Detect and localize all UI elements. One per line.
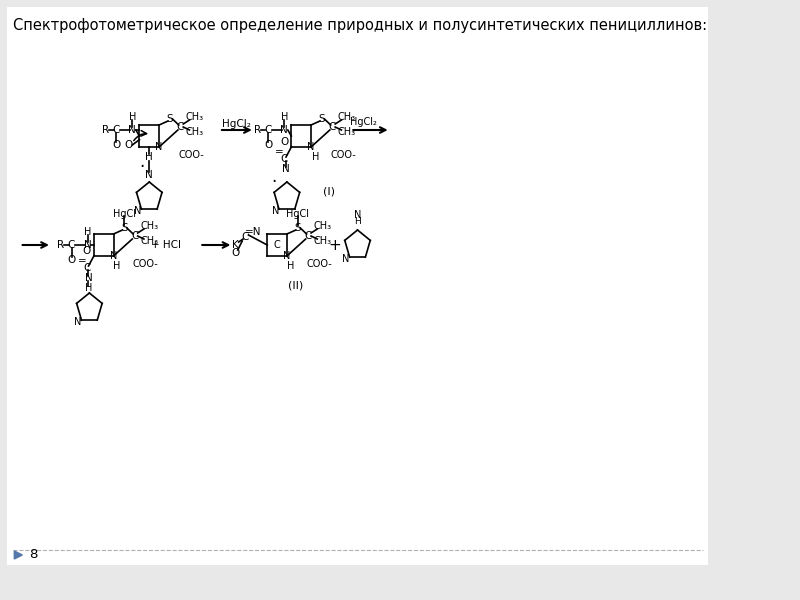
Text: CH₃: CH₃	[314, 221, 332, 231]
Text: + HCl: + HCl	[151, 240, 182, 250]
Text: N: N	[272, 206, 279, 216]
Text: C: C	[242, 232, 249, 242]
Text: N: N	[110, 251, 117, 261]
Text: C: C	[83, 263, 90, 273]
Text: N: N	[307, 142, 314, 152]
Text: HgCl₂: HgCl₂	[350, 117, 378, 127]
Text: H: H	[281, 112, 288, 122]
Text: CH₃: CH₃	[140, 221, 158, 231]
Text: N: N	[280, 125, 288, 135]
Text: N: N	[282, 164, 290, 174]
Text: =N: =N	[245, 227, 261, 237]
Text: N: N	[342, 254, 350, 264]
Text: S: S	[294, 223, 301, 233]
Text: O: O	[82, 246, 91, 256]
Text: H: H	[84, 227, 91, 237]
Text: H: H	[354, 217, 361, 226]
Text: (II): (II)	[288, 281, 303, 291]
Text: CH₃: CH₃	[338, 112, 356, 122]
Text: C: C	[265, 125, 272, 135]
Text: COO-: COO-	[133, 259, 158, 269]
Text: 8: 8	[30, 548, 38, 562]
Text: O: O	[231, 248, 239, 258]
Text: H: H	[146, 152, 153, 162]
Text: C: C	[131, 231, 138, 241]
Text: C: C	[113, 125, 120, 135]
Text: N: N	[134, 206, 142, 216]
Text: H: H	[114, 261, 121, 271]
Text: N: N	[354, 210, 362, 220]
Text: C: C	[305, 231, 312, 241]
Text: C: C	[274, 240, 281, 250]
Text: N: N	[85, 273, 92, 283]
Text: O: O	[264, 140, 272, 150]
Text: Спектрофотометрическое определение природных и полусинтетических пенициллинов:: Спектрофотометрическое определение приро…	[13, 18, 706, 33]
Text: S: S	[121, 223, 127, 233]
Text: O: O	[67, 255, 76, 265]
Text: H: H	[129, 112, 136, 122]
Text: (I): (I)	[323, 187, 335, 197]
Text: S: S	[318, 114, 325, 124]
Text: N: N	[146, 170, 153, 180]
Text: C: C	[177, 122, 184, 132]
Text: N: N	[84, 240, 91, 250]
Text: C: C	[68, 240, 75, 250]
Text: N: N	[129, 125, 136, 135]
Text: =: =	[275, 147, 284, 157]
Text: N: N	[283, 251, 290, 261]
Text: ·: ·	[271, 173, 276, 191]
Text: CH₃: CH₃	[140, 236, 158, 246]
Text: N: N	[74, 317, 82, 327]
Text: HgCl: HgCl	[113, 209, 136, 219]
Text: =: =	[78, 256, 86, 266]
Text: CH₃: CH₃	[186, 127, 204, 137]
Text: R: R	[254, 125, 261, 135]
Text: R: R	[102, 125, 109, 135]
Text: COO-: COO-	[306, 259, 332, 269]
Text: R: R	[58, 240, 64, 250]
Text: COO-: COO-	[178, 150, 204, 160]
Text: H: H	[312, 152, 319, 162]
Text: C: C	[329, 122, 336, 132]
Text: CH₃: CH₃	[186, 112, 204, 122]
Text: H: H	[286, 261, 294, 271]
Text: K: K	[232, 240, 238, 250]
Text: HgCl₂: HgCl₂	[222, 119, 251, 129]
Text: O: O	[112, 140, 120, 150]
Text: H: H	[85, 283, 92, 293]
Text: S: S	[166, 114, 173, 124]
Text: O: O	[280, 137, 288, 147]
Text: COO-: COO-	[330, 150, 356, 160]
Text: N: N	[155, 142, 162, 152]
Text: ·: ·	[139, 158, 145, 176]
Text: CH₃: CH₃	[314, 236, 332, 246]
Text: C: C	[281, 154, 288, 164]
Text: +: +	[329, 238, 342, 253]
Text: HgCl: HgCl	[286, 209, 309, 219]
Text: CH₃: CH₃	[338, 127, 356, 137]
Polygon shape	[14, 551, 22, 559]
Text: O: O	[125, 140, 133, 150]
